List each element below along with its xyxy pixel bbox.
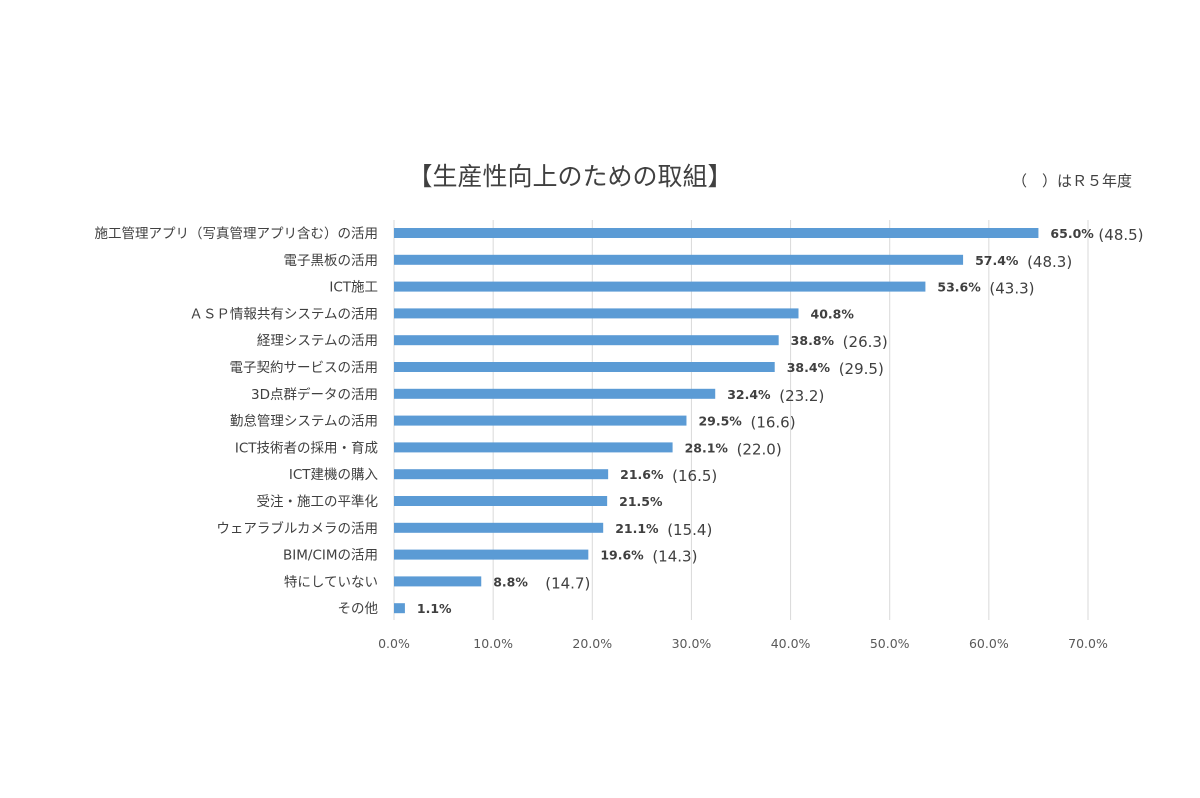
value-label: 38.8%	[791, 333, 835, 348]
category-label: ICT建機の購入	[289, 467, 379, 483]
previous-year-label: (16.5)	[672, 467, 717, 485]
value-label: 8.8%	[493, 574, 528, 589]
bar	[394, 469, 609, 480]
value-label: 40.8%	[811, 306, 855, 321]
category-label: ICT施工	[329, 280, 378, 296]
bar	[394, 308, 799, 319]
bar	[394, 228, 1039, 238]
bar	[394, 442, 673, 453]
value-label: 28.1%	[685, 440, 729, 455]
category-label: 電子黒板の活用	[284, 253, 379, 269]
previous-year-label: (14.3)	[652, 548, 697, 566]
value-label: 21.5%	[619, 494, 663, 509]
previous-year-label: (29.5)	[839, 360, 884, 378]
value-label: 21.6%	[620, 467, 664, 482]
category-label: 施工管理アプリ（写真管理アプリ含む）の活用	[95, 226, 379, 242]
value-label: 53.6%	[937, 280, 981, 295]
previous-year-label: (48.3)	[1027, 253, 1072, 271]
x-tick-label: 50.0%	[870, 636, 910, 651]
value-label: 38.4%	[787, 360, 831, 375]
previous-year-label: (16.6)	[750, 414, 795, 432]
category-label: ウェアラブルカメラの活用	[216, 520, 378, 537]
x-tick-label: 30.0%	[672, 636, 712, 651]
chart-title: 【生産性向上のための取組】	[407, 162, 732, 191]
previous-year-label: (14.7)	[545, 574, 590, 592]
bar	[394, 388, 716, 399]
x-axis-ticks: 0.0% 10.0% 20.0% 30.0% 40.0% 50.0% 60.0% 70.0%	[378, 636, 1108, 651]
category-label: ＡＳＰ情報共有システムの活用	[189, 306, 378, 322]
bar	[394, 254, 964, 265]
value-label: 65.0%	[1050, 226, 1094, 241]
labels: 施工管理アプリ（写真管理アプリ含む）の活用 65.0% (48.5) 電子黒板の活用 5…	[95, 226, 1144, 617]
category-label: ICT技術者の採用・育成	[235, 440, 378, 456]
chart-note: （ ）はＲ５年度	[1012, 172, 1132, 190]
value-label: 19.6%	[600, 548, 644, 563]
value-label: 21.1%	[615, 521, 659, 536]
previous-year-label: (15.4)	[667, 521, 712, 539]
value-label: 57.4%	[975, 253, 1019, 268]
category-label: その他	[338, 601, 379, 617]
bar	[394, 603, 405, 614]
x-tick-label: 20.0%	[572, 636, 612, 651]
bar	[394, 496, 608, 506]
previous-year-label: (43.3)	[989, 280, 1034, 298]
previous-year-label: (22.0)	[737, 440, 782, 458]
category-label: 勤怠管理システムの活用	[230, 414, 378, 430]
bar	[394, 549, 589, 560]
bar	[394, 576, 482, 587]
category-label: 受注・施工の平準化	[257, 494, 379, 510]
bar	[394, 362, 775, 372]
x-tick-label: 60.0%	[969, 636, 1009, 651]
previous-year-label: (26.3)	[843, 333, 888, 351]
category-label: 特にしていない	[284, 574, 378, 590]
bar	[394, 335, 779, 346]
value-label: 1.1%	[417, 601, 452, 616]
value-label: 32.4%	[727, 387, 771, 402]
x-tick-label: 10.0%	[473, 636, 513, 651]
x-tick-label: 40.0%	[771, 636, 811, 651]
category-label: BIM/CIMの活用	[283, 548, 378, 564]
bar	[394, 281, 926, 292]
value-label: 29.5%	[698, 414, 742, 429]
category-label: 電子契約サービスの活用	[230, 360, 379, 376]
bar	[394, 522, 604, 533]
x-tick-label: 70.0%	[1068, 636, 1108, 651]
category-label: 経理システムの活用	[257, 333, 378, 349]
previous-year-label: (48.5)	[1098, 226, 1143, 244]
bars	[394, 228, 1039, 614]
bar	[394, 415, 687, 426]
x-tick-label: 0.0%	[378, 636, 410, 651]
category-label: 3D点群データの活用	[251, 386, 378, 403]
previous-year-label: (23.2)	[779, 387, 824, 405]
